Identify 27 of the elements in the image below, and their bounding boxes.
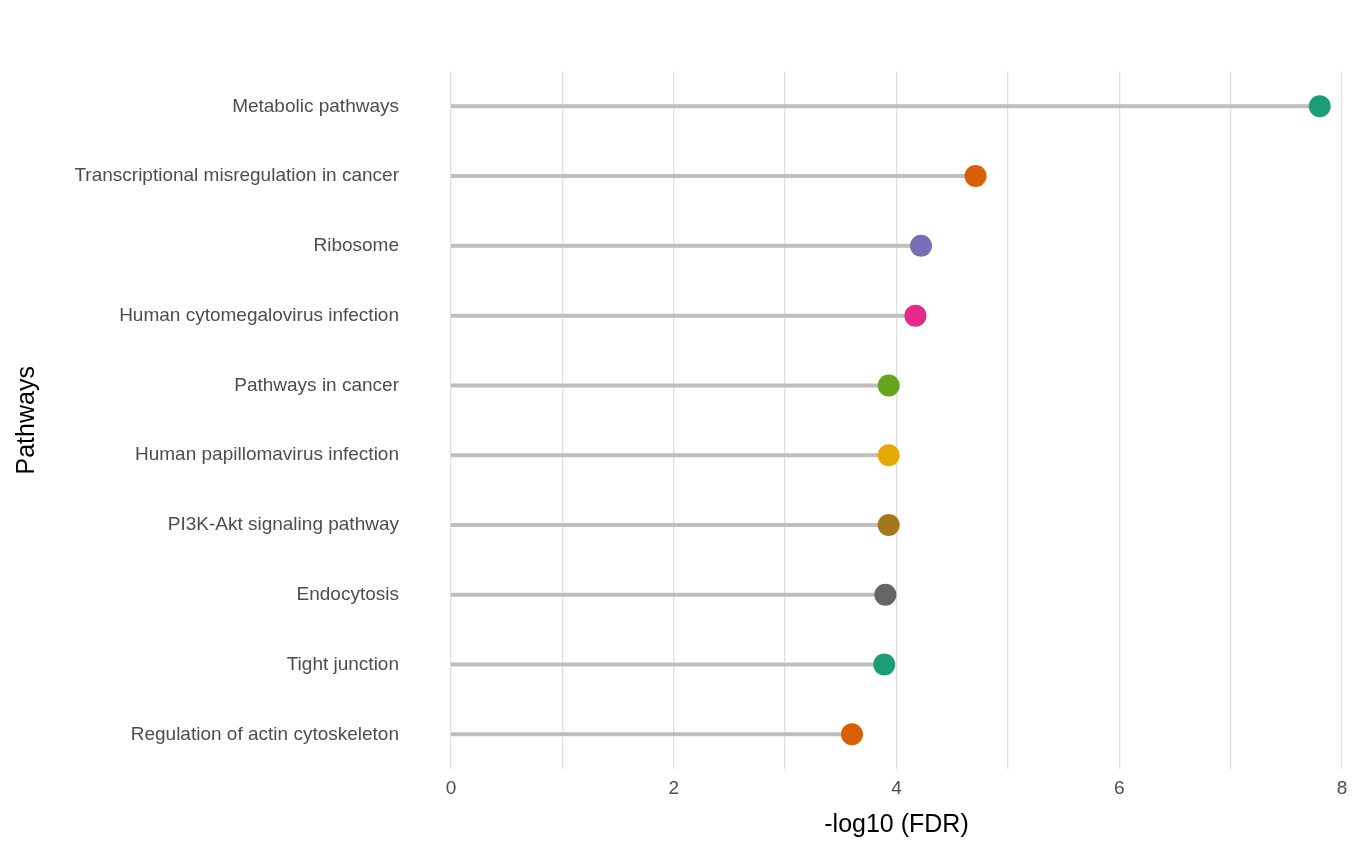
x-axis-title: -log10 (FDR): [824, 808, 969, 837]
y-tick-label: Tight junction: [286, 652, 399, 674]
y-tick-label: Endocytosis: [296, 582, 399, 604]
y-tick-label: Human papillomavirus infection: [134, 443, 399, 465]
y-axis-title: Pathways: [10, 366, 39, 475]
x-tick-label: 8: [1336, 776, 1348, 798]
point: [877, 513, 900, 536]
y-tick-label: Metabolic pathways: [232, 94, 399, 116]
point: [840, 723, 863, 746]
y-tick-label: Human cytomegalovirus infection: [119, 303, 399, 325]
y-tick-label: Transcriptional misregulation in cancer: [74, 164, 400, 186]
x-tick-label: 2: [668, 776, 680, 798]
point: [874, 583, 897, 606]
y-tick-label: Ribosome: [313, 234, 399, 256]
point: [877, 444, 900, 467]
point: [873, 653, 896, 676]
x-tick-label: 6: [1113, 776, 1125, 798]
y-tick-label: Pathways in cancer: [234, 373, 400, 395]
y-tick-label: PI3K-Akt signaling pathway: [167, 513, 400, 535]
point: [1308, 95, 1331, 118]
y-tick-label: Regulation of actin cytoskeleton: [130, 722, 399, 744]
x-tick-label: 0: [445, 776, 457, 798]
point: [877, 374, 900, 397]
point: [910, 234, 932, 257]
point: [904, 304, 927, 327]
x-tick-label: 4: [891, 776, 903, 798]
point: [964, 165, 987, 188]
